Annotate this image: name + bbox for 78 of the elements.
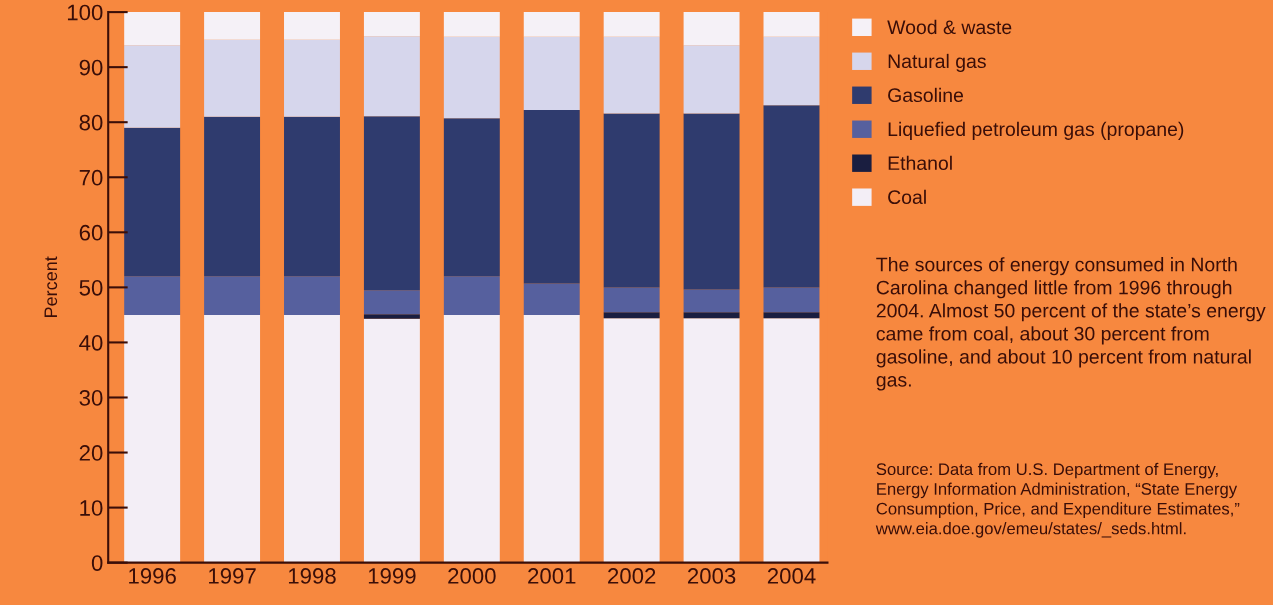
bar [124, 127, 181, 277]
bar [683, 45, 740, 114]
y-tick-label: 10 [80, 500, 103, 516]
bar [204, 314, 261, 563]
y-tick-label: 90 [79, 59, 103, 76]
bar [683, 289, 740, 313]
bar [763, 287, 820, 313]
bar [124, 276, 181, 315]
bar [124, 45, 181, 128]
y-tick-label: 40 [79, 334, 103, 351]
bar [683, 318, 740, 563]
bar [523, 12, 580, 37]
bar [603, 318, 660, 563]
y-tick-label: 30 [79, 390, 103, 406]
y-tick-label: 20 [79, 445, 103, 461]
y-tick-label: 0 [91, 555, 103, 571]
y-tick-label: 100 [67, 4, 103, 21]
bar [363, 36, 420, 117]
bar [763, 318, 820, 563]
y-tick-label: 80 [79, 114, 103, 131]
bar [523, 314, 580, 563]
x-tick-label: 2004 [767, 568, 816, 584]
bar [523, 110, 580, 284]
bar [204, 116, 261, 277]
bar [443, 276, 500, 315]
y-axis-title: Percent [44, 256, 58, 317]
legend-label: Wood & waste [887, 19, 1012, 35]
x-tick-label: 2000 [448, 568, 496, 584]
bar [603, 12, 660, 37]
y-tick-label: 50 [79, 279, 103, 296]
legend-label: Liquefied petroleum gas (propane) [888, 121, 1184, 140]
bar [284, 12, 340, 40]
bar [603, 36, 660, 114]
y-tick-label: 70 [79, 169, 103, 186]
bar [284, 276, 340, 315]
text: The sources of energy consumed in North Carolina changed little from 1996 through 2004. Almost 50 percent of the state’s energy came from coal, about 30 percent from gasoline, and about 10 percent from natural gas. [876, 257, 1266, 391]
bar [603, 312, 660, 319]
bar [683, 113, 740, 290]
bar [683, 312, 740, 319]
bar [284, 314, 340, 563]
source-note: Source: Data from U.S. Department of Energy, Energy Information Administration, “State Energy Consumption, Price, and Expenditure Estimates,” www.eia.doe.gov/emeu/states/_seds.html. [875, 462, 1240, 538]
bar [683, 12, 740, 46]
x-tick-label: 1999 [368, 568, 416, 584]
x-tick-label: 1996 [129, 568, 176, 584]
legend-label: Ethanol [888, 155, 952, 171]
bar [284, 39, 340, 117]
bar [523, 283, 580, 315]
x-tick-label: 2001 [528, 568, 576, 584]
legend-label: Gasoline [888, 87, 964, 103]
bar [124, 314, 181, 563]
bar [204, 276, 261, 315]
bar [363, 12, 420, 37]
bar [443, 36, 500, 119]
y-tick-label: 60 [79, 224, 103, 241]
bar [523, 36, 580, 111]
bar [443, 314, 500, 563]
x-tick-label: 1997 [209, 568, 256, 584]
x-tick-label: 1998 [288, 568, 336, 584]
bar [763, 312, 820, 319]
bar [124, 12, 181, 46]
bar [204, 12, 261, 40]
bar [763, 36, 820, 106]
bar [763, 12, 820, 37]
bar [443, 118, 500, 277]
bar [363, 318, 420, 563]
bar [363, 116, 420, 291]
bar [363, 314, 420, 319]
legend-label: Natural gas [888, 53, 986, 72]
x-tick-label: 2003 [687, 568, 736, 584]
bar [603, 287, 660, 313]
legend-label: Coal [888, 189, 926, 205]
bar [284, 116, 340, 277]
bar [603, 113, 660, 288]
x-tick-label: 2002 [608, 568, 656, 584]
bar [763, 105, 820, 288]
bar [363, 290, 420, 315]
bar [443, 12, 500, 37]
bar [204, 39, 261, 117]
